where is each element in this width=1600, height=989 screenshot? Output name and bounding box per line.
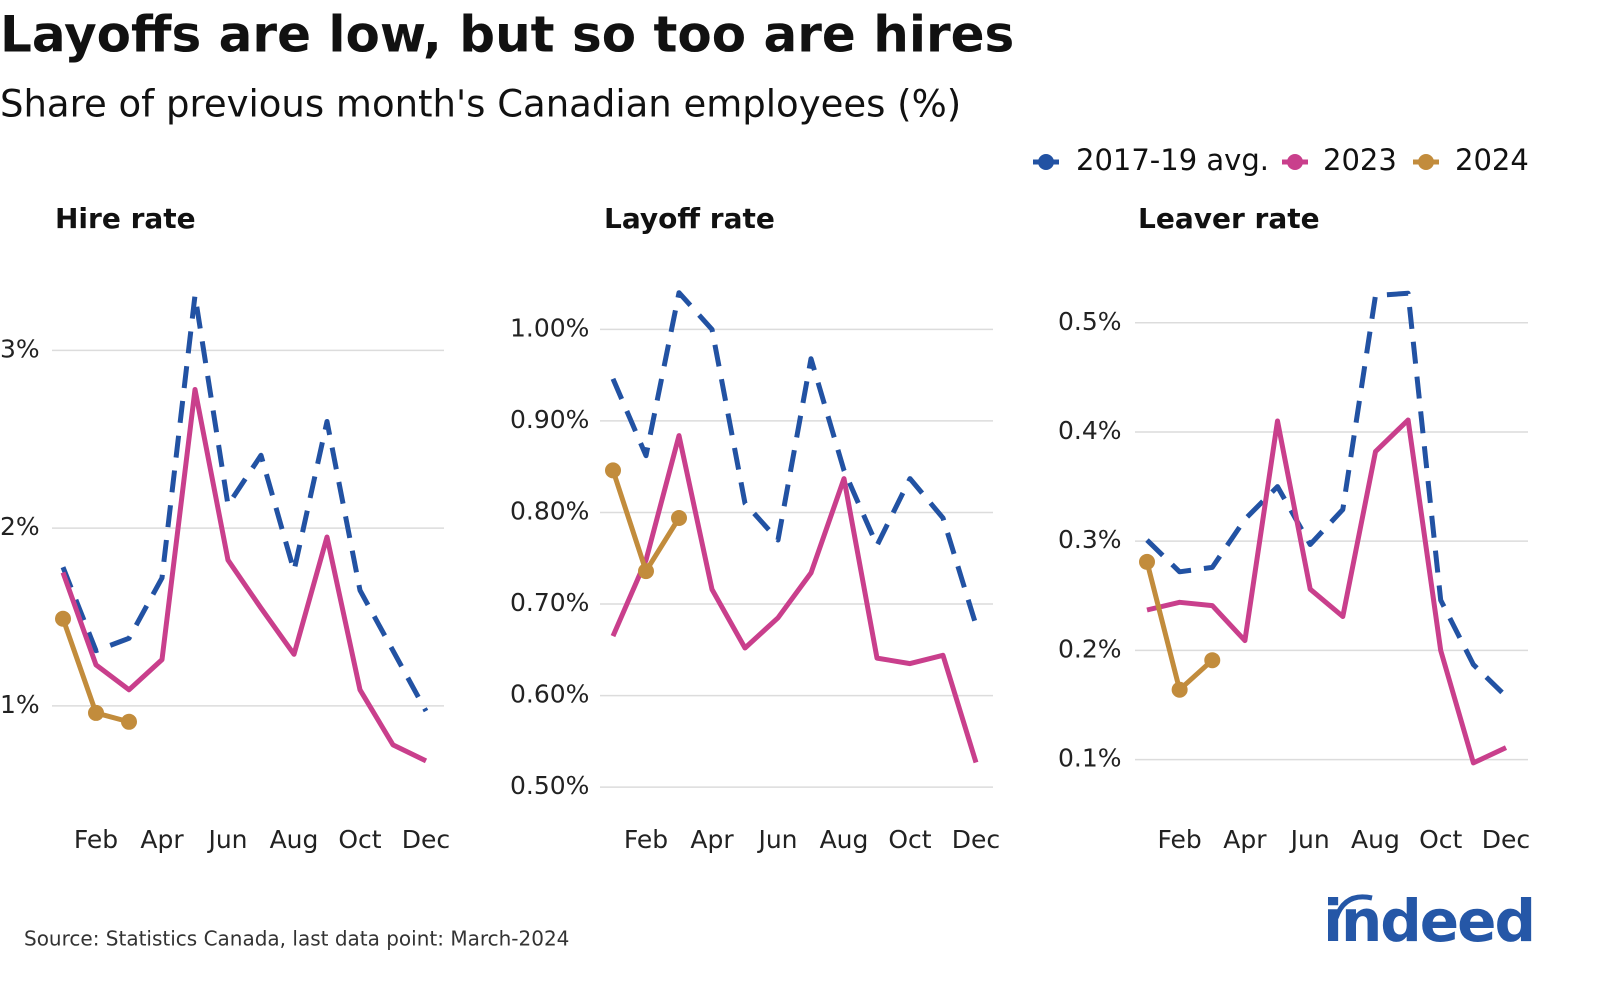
y-tick-label: 3% (0, 334, 40, 363)
x-tick-label: Aug (1351, 825, 1400, 854)
series-line (1145, 290, 1508, 699)
x-tick-label: Apr (690, 825, 734, 854)
legend-swatch (1038, 154, 1054, 170)
panel-title: Layoff rate (604, 202, 775, 235)
chart-subtitle: Share of previous month's Canadian emplo… (0, 83, 961, 126)
x-tick-label: Oct (888, 825, 931, 854)
x-tick-label: Oct (338, 825, 381, 854)
panel-title: Hire rate (55, 202, 196, 235)
legend-swatch (1418, 154, 1434, 170)
x-tick-label: Apr (1223, 825, 1267, 854)
y-tick-label: 0.2% (1058, 634, 1122, 663)
series-line (60, 387, 428, 764)
series-line (610, 290, 979, 626)
y-tick-label: 0.5% (1058, 307, 1122, 336)
y-tick-label: 0.50% (510, 771, 589, 800)
y-tick-label: 1.00% (510, 313, 589, 342)
series-line (1144, 561, 1214, 693)
x-tick-label: Dec (952, 825, 1000, 854)
series-line (610, 433, 979, 764)
legend-swatch (1287, 154, 1303, 170)
y-tick-label: 0.3% (1058, 525, 1122, 554)
y-tick-label: 2% (0, 512, 40, 541)
x-tick-label: Jun (1289, 825, 1330, 854)
series-marker (638, 563, 654, 580)
logo-arc (1333, 894, 1373, 919)
x-tick-label: Apr (140, 825, 184, 854)
series-marker (605, 462, 621, 479)
y-tick-label: 0.90% (510, 405, 589, 434)
x-tick-label: Jun (206, 825, 247, 854)
x-tick-label: Feb (74, 825, 118, 854)
series-marker (121, 713, 137, 730)
y-tick-label: 0.70% (510, 588, 589, 617)
logo: indeed (1323, 887, 1534, 955)
x-tick-label: Oct (1419, 825, 1462, 854)
x-tick-label: Dec (402, 825, 450, 854)
x-tick-label: Aug (270, 825, 319, 854)
series-marker (88, 704, 104, 721)
source-note: Source: Statistics Canada, last data poi… (24, 927, 569, 951)
series-line (1146, 417, 1508, 766)
legend-label: 2017-19 avg. (1076, 143, 1269, 177)
panel-title: Leaver rate (1138, 202, 1320, 235)
x-tick-label: Aug (820, 825, 869, 854)
y-tick-label: 0.1% (1058, 744, 1122, 773)
x-tick-label: Feb (624, 825, 668, 854)
y-tick-label: 0.4% (1058, 416, 1122, 445)
legend-label: 2024 (1455, 143, 1529, 177)
series-marker (671, 509, 687, 526)
y-tick-label: 1% (0, 690, 40, 719)
series-marker (55, 610, 71, 627)
y-tick-label: 0.80% (510, 496, 589, 525)
series-marker (1139, 553, 1155, 570)
series-marker (1171, 681, 1188, 698)
x-tick-label: Feb (1158, 825, 1202, 854)
x-tick-label: Dec (1482, 825, 1530, 854)
x-tick-label: Jun (756, 825, 797, 854)
series-marker (1204, 652, 1221, 669)
legend-label: 2023 (1323, 143, 1397, 177)
chart-title: Layoffs are low, but so too are hires (0, 6, 1014, 64)
series-line (60, 292, 429, 713)
y-tick-label: 0.60% (510, 680, 589, 709)
